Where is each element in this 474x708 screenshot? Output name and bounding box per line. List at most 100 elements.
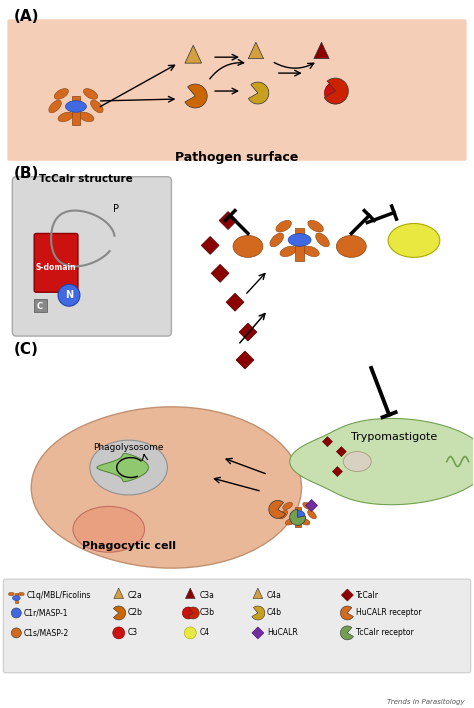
Polygon shape bbox=[332, 467, 342, 476]
Ellipse shape bbox=[283, 502, 292, 510]
Ellipse shape bbox=[54, 88, 68, 99]
Bar bbox=[295, 508, 301, 527]
Polygon shape bbox=[211, 264, 229, 282]
Text: (B): (B) bbox=[13, 166, 39, 181]
Text: (A): (A) bbox=[13, 9, 39, 24]
Polygon shape bbox=[97, 454, 148, 481]
Ellipse shape bbox=[308, 220, 323, 232]
Ellipse shape bbox=[90, 440, 167, 495]
Polygon shape bbox=[324, 78, 348, 104]
Circle shape bbox=[11, 628, 21, 638]
Polygon shape bbox=[248, 42, 264, 59]
FancyBboxPatch shape bbox=[8, 19, 466, 161]
Bar bbox=[15, 593, 18, 603]
Ellipse shape bbox=[288, 234, 311, 246]
Text: TcCalr structure: TcCalr structure bbox=[39, 173, 133, 183]
Ellipse shape bbox=[316, 233, 329, 247]
Ellipse shape bbox=[279, 510, 288, 519]
Text: C3b: C3b bbox=[199, 608, 214, 617]
Polygon shape bbox=[226, 293, 244, 312]
Polygon shape bbox=[340, 626, 354, 640]
Circle shape bbox=[113, 627, 125, 639]
Polygon shape bbox=[290, 418, 474, 505]
Polygon shape bbox=[341, 589, 353, 601]
Text: (C): (C) bbox=[13, 342, 38, 357]
Text: Trends in Parasitology: Trends in Parasitology bbox=[387, 699, 465, 704]
Ellipse shape bbox=[270, 233, 283, 247]
FancyBboxPatch shape bbox=[3, 579, 471, 673]
Ellipse shape bbox=[303, 246, 319, 256]
Text: C: C bbox=[37, 302, 43, 311]
Text: Pathogen surface: Pathogen surface bbox=[175, 151, 299, 164]
Ellipse shape bbox=[303, 502, 312, 510]
Bar bbox=[72, 96, 80, 125]
Text: C1s/MASP-2: C1s/MASP-2 bbox=[23, 629, 69, 637]
Polygon shape bbox=[290, 509, 306, 525]
Ellipse shape bbox=[58, 112, 73, 122]
Polygon shape bbox=[236, 351, 254, 369]
Polygon shape bbox=[252, 627, 264, 639]
Polygon shape bbox=[337, 447, 346, 457]
Polygon shape bbox=[269, 501, 285, 518]
Ellipse shape bbox=[388, 224, 440, 258]
Ellipse shape bbox=[65, 101, 86, 113]
Ellipse shape bbox=[308, 510, 316, 519]
Text: HuCALR receptor: HuCALR receptor bbox=[356, 608, 422, 617]
Bar bbox=[295, 229, 304, 261]
Ellipse shape bbox=[49, 101, 61, 113]
Circle shape bbox=[325, 82, 346, 104]
Polygon shape bbox=[114, 588, 124, 598]
Text: C4b: C4b bbox=[267, 608, 282, 617]
Text: C3a: C3a bbox=[199, 590, 214, 600]
Polygon shape bbox=[219, 212, 237, 229]
Text: C1r/MASP-1: C1r/MASP-1 bbox=[23, 608, 68, 617]
Text: Phagolysosome: Phagolysosome bbox=[93, 442, 164, 452]
Text: C2b: C2b bbox=[128, 608, 143, 617]
Ellipse shape bbox=[18, 593, 24, 596]
Ellipse shape bbox=[291, 510, 305, 518]
Ellipse shape bbox=[285, 518, 296, 525]
Ellipse shape bbox=[276, 220, 292, 232]
Ellipse shape bbox=[343, 452, 371, 472]
Text: Phagocytic cell: Phagocytic cell bbox=[82, 541, 176, 552]
Text: C4a: C4a bbox=[267, 590, 282, 600]
Ellipse shape bbox=[91, 101, 103, 113]
Polygon shape bbox=[185, 45, 201, 63]
Ellipse shape bbox=[337, 236, 366, 258]
Text: HuCALR: HuCALR bbox=[267, 629, 298, 637]
Ellipse shape bbox=[12, 595, 20, 600]
Ellipse shape bbox=[300, 518, 310, 525]
Text: C2a: C2a bbox=[128, 590, 142, 600]
Circle shape bbox=[184, 627, 196, 639]
Text: TcCalr: TcCalr bbox=[356, 590, 379, 600]
Ellipse shape bbox=[73, 506, 145, 552]
Circle shape bbox=[11, 608, 21, 618]
Text: C3: C3 bbox=[128, 629, 138, 637]
Polygon shape bbox=[188, 607, 199, 619]
Text: S-domain: S-domain bbox=[36, 263, 76, 273]
Polygon shape bbox=[185, 84, 207, 108]
Polygon shape bbox=[252, 606, 265, 620]
Polygon shape bbox=[239, 323, 257, 341]
Text: Trypomastigote: Trypomastigote bbox=[351, 432, 437, 442]
Bar bbox=[34, 299, 47, 312]
Text: N: N bbox=[65, 290, 73, 300]
Polygon shape bbox=[322, 437, 332, 447]
Polygon shape bbox=[340, 606, 354, 620]
Circle shape bbox=[58, 285, 80, 306]
Text: TcCalr receptor: TcCalr receptor bbox=[356, 629, 414, 637]
Ellipse shape bbox=[9, 593, 14, 596]
Polygon shape bbox=[314, 42, 329, 59]
Polygon shape bbox=[306, 499, 318, 511]
Polygon shape bbox=[185, 588, 195, 598]
Ellipse shape bbox=[280, 246, 296, 256]
Ellipse shape bbox=[233, 236, 263, 258]
Polygon shape bbox=[113, 606, 126, 620]
Polygon shape bbox=[31, 407, 301, 568]
Circle shape bbox=[182, 607, 194, 619]
Text: P: P bbox=[113, 204, 118, 214]
Polygon shape bbox=[201, 236, 219, 254]
Polygon shape bbox=[248, 82, 269, 104]
Polygon shape bbox=[253, 588, 263, 598]
Ellipse shape bbox=[79, 112, 94, 122]
